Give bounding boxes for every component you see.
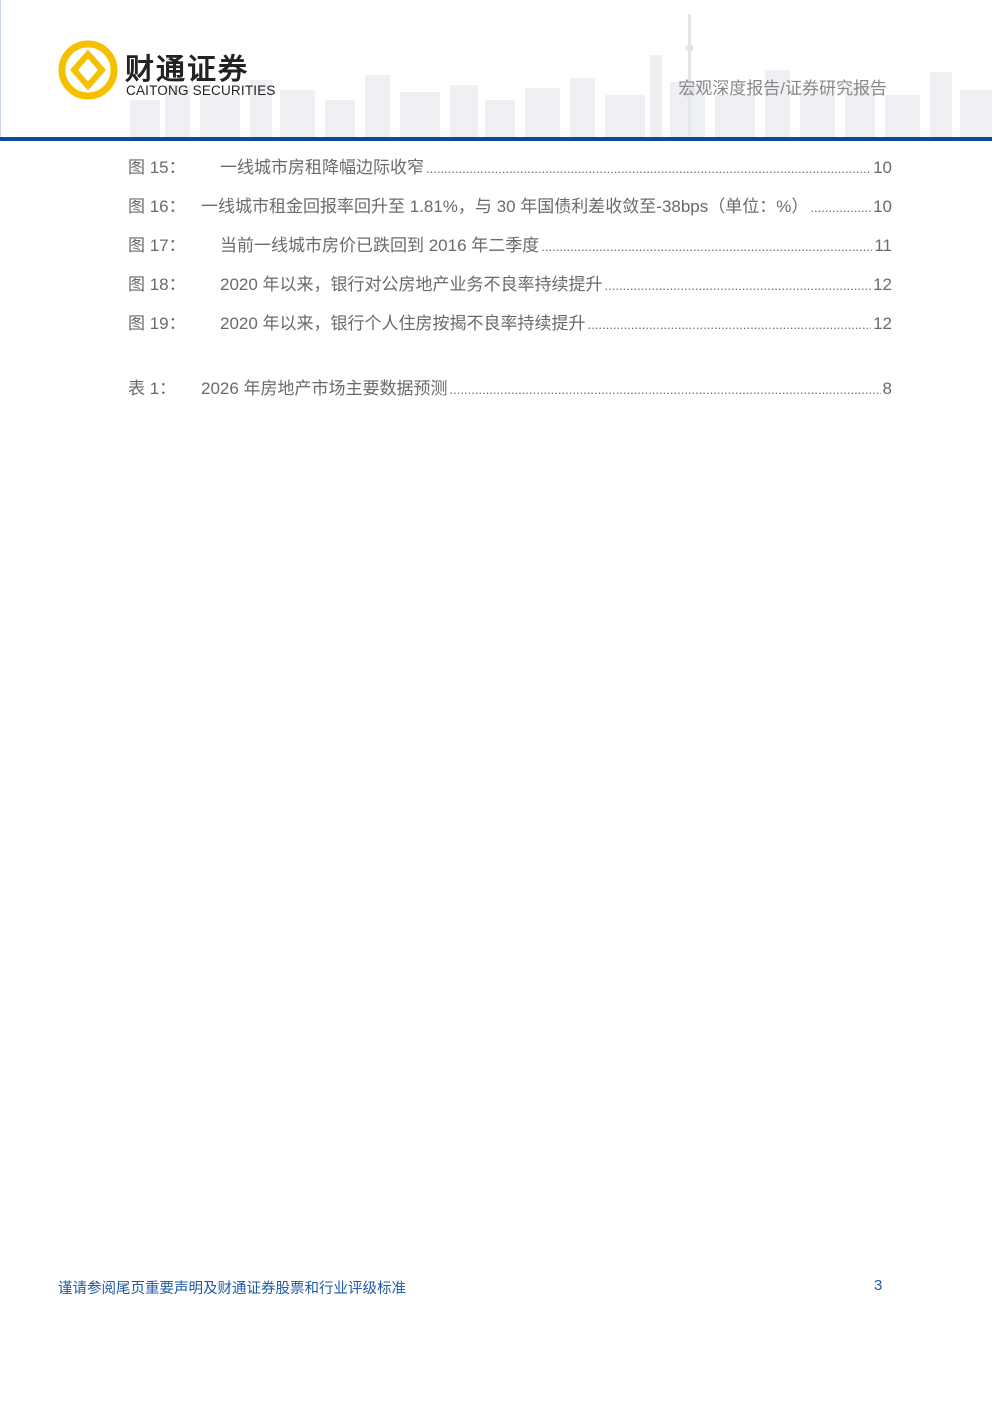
- entry-page: 8: [882, 379, 892, 398]
- entry-label: 图 16：: [128, 197, 186, 216]
- logo-english-name: CAITONG SECURITIES: [126, 83, 276, 98]
- entry-title: 一线城市房租降幅边际收窄: [220, 158, 424, 177]
- leader-dots: [588, 314, 872, 334]
- logo-chinese-name: 财通证券: [125, 54, 250, 86]
- margin-line: [0, 0, 1, 138]
- toc-entry[interactable]: 图 17： 当前一线城市房价已跌回到 2016 年二季度 11: [128, 231, 892, 255]
- entry-page: 10: [873, 197, 892, 216]
- toc-entry[interactable]: 图 16： 一线城市租金回报率回升至 1.81%，与 30 年国债利差收敛至-3…: [128, 192, 892, 216]
- header-divider: [0, 137, 992, 141]
- toc-entry[interactable]: 图 19： 2020 年以来，银行个人住房按揭不良率持续提升 12: [128, 309, 892, 333]
- entry-label: 表 1：: [128, 379, 177, 398]
- toc-entry[interactable]: 表 1： 2026 年房地产市场主要数据预测 8: [128, 374, 892, 398]
- entry-title: 一线城市租金回报率回升至 1.81%，与 30 年国债利差收敛至-38bps（单…: [201, 197, 809, 216]
- entry-page: 12: [873, 275, 892, 294]
- leader-dots: [810, 197, 871, 217]
- caitong-logo-icon: [58, 40, 118, 100]
- skyline-background: [130, 14, 992, 138]
- entry-title: 2020 年以来，银行对公房地产业务不良率持续提升: [220, 275, 603, 294]
- entry-title: 当前一线城市房价已跌回到 2016 年二季度: [220, 236, 540, 255]
- entry-label: 图 15：: [128, 158, 186, 177]
- entry-page: 10: [873, 158, 892, 177]
- page-header: 财通证券 CAITONG SECURITIES 宏观深度报告/证券研究报告: [0, 0, 992, 142]
- entry-label: 图 18：: [128, 275, 186, 294]
- entry-title: 2020 年以来，银行个人住房按揭不良率持续提升: [220, 314, 586, 333]
- entry-label: 图 19：: [128, 314, 186, 333]
- entry-title: 2026 年房地产市场主要数据预测: [201, 379, 448, 398]
- entry-page: 12: [873, 314, 892, 333]
- toc-entry[interactable]: 图 18： 2020 年以来，银行对公房地产业务不良率持续提升 12: [128, 270, 892, 294]
- footer-disclaimer: 谨请参阅尾页重要声明及财通证券股票和行业评级标准: [58, 1281, 406, 1297]
- toc-entry[interactable]: 图 15： 一线城市房租降幅边际收窄 10: [128, 153, 892, 177]
- leader-dots: [450, 379, 881, 399]
- leader-dots: [426, 158, 871, 178]
- page-number: 3: [874, 1277, 883, 1294]
- entry-page: 11: [874, 236, 892, 255]
- leader-dots: [541, 236, 872, 256]
- report-type: 宏观深度报告/证券研究报告: [678, 79, 887, 98]
- entry-label: 图 17：: [128, 236, 186, 255]
- leader-dots: [605, 275, 872, 295]
